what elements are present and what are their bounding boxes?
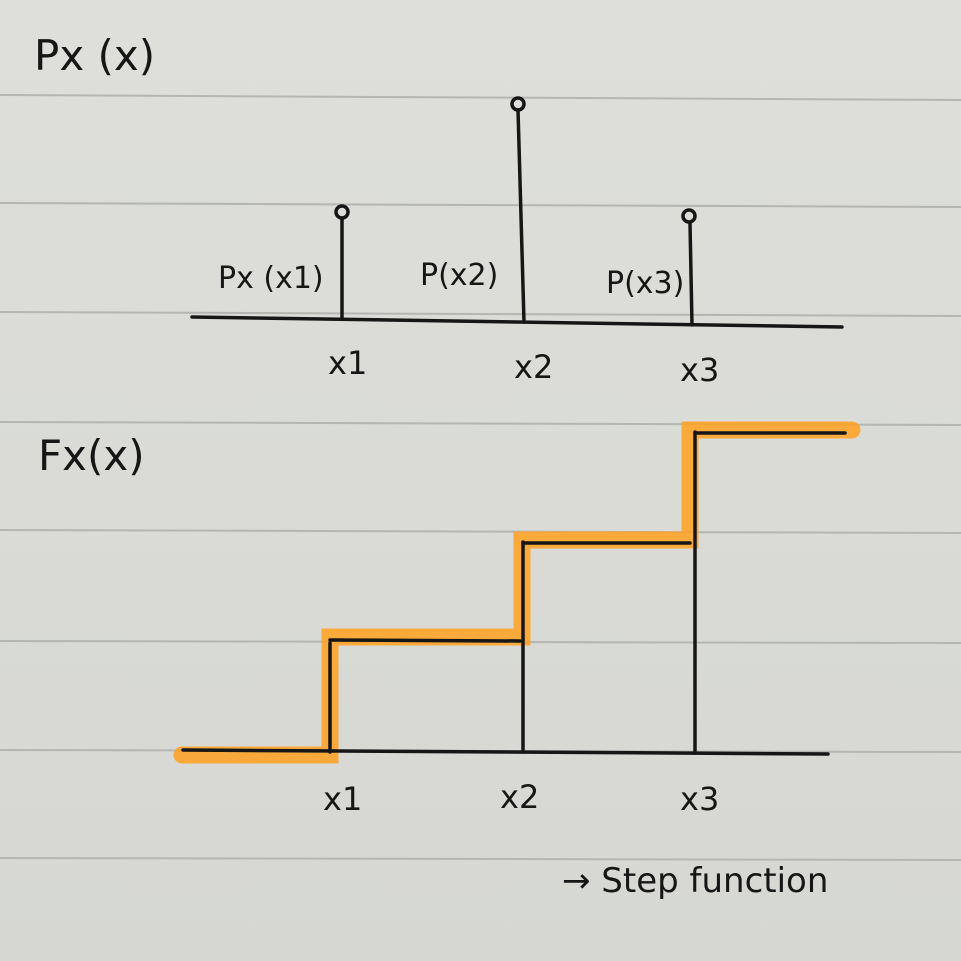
cdf-x-label-1: x1 bbox=[323, 780, 362, 818]
pmf-stem-3 bbox=[688, 221, 694, 327]
pmf-stem-1-head bbox=[334, 204, 350, 220]
cdf-highlight-step bbox=[173, 421, 861, 764]
cdf-level-1 bbox=[328, 638, 522, 643]
cdf-x-label-3: x3 bbox=[680, 780, 719, 818]
pmf-x-label-2: x2 bbox=[514, 348, 553, 386]
cdf-x-label-2: x2 bbox=[500, 778, 539, 816]
cdf-x-axis bbox=[181, 748, 830, 756]
ruled-line bbox=[0, 857, 961, 861]
pmf-title: Px (x) bbox=[34, 31, 155, 80]
pmf-x-axis bbox=[190, 315, 844, 329]
pmf-x-label-1: x1 bbox=[328, 344, 367, 382]
cdf-title: Fx(x) bbox=[38, 431, 145, 480]
pmf-stem-label-1: Px (x1) bbox=[218, 261, 324, 296]
ruled-line bbox=[0, 311, 961, 317]
step-function-note: → Step function bbox=[562, 861, 828, 901]
pmf-plot bbox=[190, 96, 844, 329]
pmf-stem-2-head bbox=[510, 96, 526, 112]
pmf-stem-label-3: P(x3) bbox=[606, 266, 684, 301]
ruled-line bbox=[0, 94, 961, 101]
pmf-stem-3-head bbox=[681, 208, 697, 224]
pmf-x-label-3: x3 bbox=[680, 351, 719, 389]
ruled-line bbox=[0, 529, 961, 534]
pmf-stem-2 bbox=[516, 108, 526, 324]
pmf-stem-label-2: P(x2) bbox=[420, 258, 498, 293]
ruled-line bbox=[0, 202, 961, 208]
cdf-plot bbox=[181, 430, 847, 756]
